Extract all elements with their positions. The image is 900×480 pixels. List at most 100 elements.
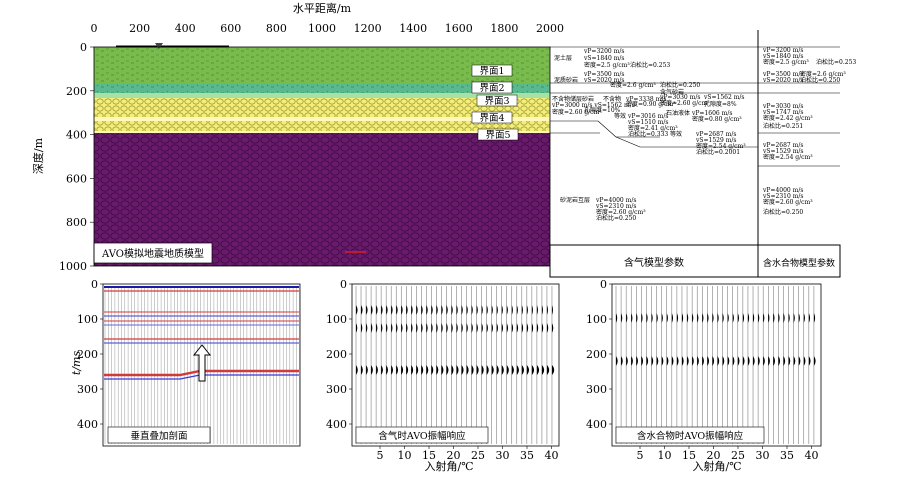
interface-labels: 界面1 界面2 界面3 界面4 界面5 — [471, 64, 519, 141]
wavelet — [717, 356, 720, 366]
reflector-main-2 — [104, 374, 299, 380]
layer-interface-band — [94, 117, 550, 121]
wavelet — [466, 305, 468, 315]
panel3-caption-box — [615, 426, 765, 444]
wavelet — [546, 305, 548, 315]
wavelet — [727, 356, 730, 366]
hydrate-row-soil: vS=1840 m/s — [762, 53, 804, 60]
wavelet — [727, 313, 729, 323]
y-tick-label: 1000 — [59, 260, 87, 273]
wavelet — [411, 365, 414, 375]
y-tick-label: 300 — [326, 383, 347, 396]
wavelet — [526, 323, 529, 333]
gas-row-interbed: 泊松比=0.250 — [596, 214, 636, 222]
gas-row-soil: vP=3200 m/s — [583, 48, 624, 55]
y-tick-label: 400 — [586, 418, 607, 431]
gas-row-mudsand: 泊松比=0.250 — [660, 81, 700, 89]
wavelet — [431, 365, 434, 375]
wavelet — [546, 323, 549, 333]
wavelet — [541, 323, 544, 333]
gas-row-mudsand: 密度=2.6 g/cm³ — [610, 81, 656, 89]
wavelet — [411, 323, 413, 333]
wavelet — [773, 313, 775, 323]
y-tick-label: 200 — [586, 348, 607, 361]
wavelet — [526, 365, 529, 375]
y-tick-label: 600 — [66, 172, 87, 185]
x-tick-label: 40 — [545, 449, 559, 462]
y-tick-label: 400 — [326, 418, 347, 431]
x-tick-label: 1000 — [308, 22, 336, 35]
hydrate-row-equivalent: 密度=2.54 g/cm³ — [763, 153, 813, 161]
wavelet — [803, 356, 806, 366]
y-tick-label: 400 — [77, 418, 98, 431]
wavelet — [742, 356, 745, 366]
panel3-traces — [615, 286, 816, 444]
wavelet — [763, 356, 765, 366]
hydrate-row-mudsand: vP=3500 m/s — [762, 71, 803, 78]
panel2-traces — [355, 286, 555, 444]
wavelet — [551, 365, 555, 375]
gas-row-soil: vS=1840 m/s — [583, 55, 625, 62]
panel1-caption-box — [107, 426, 211, 444]
wavelet — [406, 323, 408, 333]
gas-row-soil: 泊松比=0.253 — [630, 61, 670, 69]
wavelet — [676, 313, 679, 323]
wavelet — [551, 323, 554, 333]
panel1-y-ticks: 0 100 200 300 400 — [77, 278, 103, 431]
wavelet — [481, 323, 483, 333]
wavelet — [778, 356, 781, 366]
wavelet — [788, 313, 790, 323]
wavelet — [486, 305, 488, 315]
wavelet — [451, 305, 453, 315]
wavelet — [396, 365, 399, 375]
wavelet — [421, 365, 424, 375]
wavelet — [687, 356, 689, 366]
wavelet — [798, 356, 801, 366]
interface-label-1: 界面1 — [479, 66, 504, 77]
wavelet — [371, 365, 373, 375]
wavelet — [732, 356, 735, 366]
wavelet — [421, 323, 423, 333]
wavelet — [783, 356, 786, 366]
interface-label-4: 界面4 — [479, 113, 504, 124]
wavelet — [466, 365, 469, 375]
interface-label-box — [471, 64, 513, 77]
panel2-caption-box — [355, 426, 489, 444]
wavelet — [768, 356, 770, 366]
wavelet — [436, 323, 438, 333]
panel1-frame — [102, 283, 301, 447]
x-tick-label: 15 — [682, 449, 696, 462]
wavelet — [516, 305, 518, 315]
gas-row-equivalent: vP=3016 m/s — [627, 113, 668, 120]
wavelet — [506, 365, 509, 375]
panel2-x-ticks: 5 10 15 20 25 30 35 40 — [377, 446, 559, 462]
x-tick-label: 0 — [91, 22, 98, 35]
wavelet — [521, 365, 524, 375]
wavelet — [707, 313, 709, 323]
wavelet — [356, 305, 358, 315]
gas-row-soil: 泥土层 — [554, 54, 572, 62]
x-tick-label: 800 — [266, 22, 287, 35]
wavelet — [646, 313, 648, 323]
wavelet — [426, 305, 428, 315]
gas-row-oil-fluid: 石油液体 — [666, 109, 690, 117]
wavelet — [381, 305, 383, 315]
gas-row-equivalent: vS=1510 m/s — [627, 119, 669, 126]
wavelet — [646, 356, 649, 366]
wavelet — [541, 365, 545, 375]
model-caption: AVO模拟地震地质模型 — [101, 247, 204, 260]
panel3-y-ticks: 0 100 200 300 400 — [586, 278, 612, 431]
wavelet — [641, 356, 644, 366]
wavelet — [753, 313, 755, 323]
gas-row-gas-sand: vP=3030 m/s — [659, 94, 700, 101]
wavelet — [406, 305, 408, 315]
hydrate-row-soil: vP=3200 m/s — [762, 47, 803, 54]
gas-row-oil-fluid: vP=1606 m/s — [691, 110, 732, 117]
y-tick-label: 100 — [326, 313, 347, 326]
wavelet — [813, 356, 816, 366]
wavelet — [381, 323, 383, 333]
source-marker-icon — [155, 43, 163, 49]
wavelet — [381, 365, 383, 375]
wavelet — [793, 313, 795, 323]
